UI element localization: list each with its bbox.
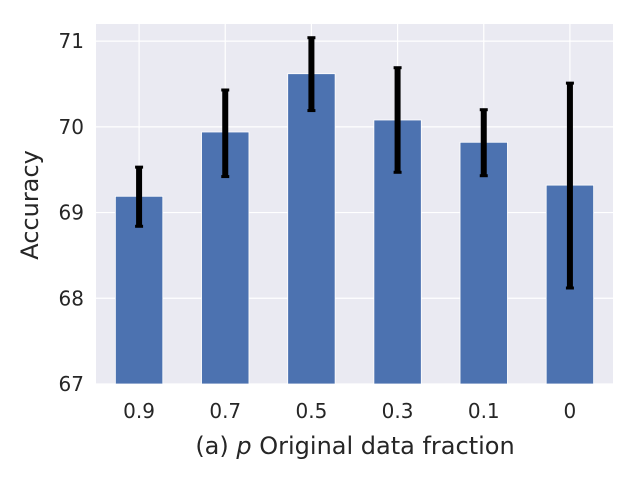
plot-background: [96, 24, 613, 384]
x-axis-title: (a) p Original data fraction: [195, 432, 514, 460]
y-tick-label: 68: [59, 286, 84, 310]
x-tick-label: 0.3: [382, 399, 414, 423]
x-tick-label: 0: [564, 399, 577, 423]
x-tick-label: 0.5: [296, 399, 328, 423]
bar-0.1: [459, 141, 508, 385]
y-tick-label: 69: [59, 201, 84, 225]
bar-0.5: [287, 73, 336, 385]
x-tick-label: 0.9: [123, 399, 155, 423]
y-tick-label: 67: [59, 372, 84, 396]
x-tick-label: 0.1: [468, 399, 500, 423]
bars: [114, 73, 595, 385]
error-bars: [135, 36, 574, 290]
y-axis-title: Accuracy: [16, 150, 44, 260]
y-tick-labels: 67 68 69 70 71: [59, 29, 84, 396]
y-tick-label: 70: [59, 115, 84, 139]
x-tick-label: 0.7: [209, 399, 241, 423]
x-tick-labels: 0.9 0.7 0.5 0.3 0.1 0: [123, 399, 576, 423]
y-tick-label: 71: [59, 29, 84, 53]
